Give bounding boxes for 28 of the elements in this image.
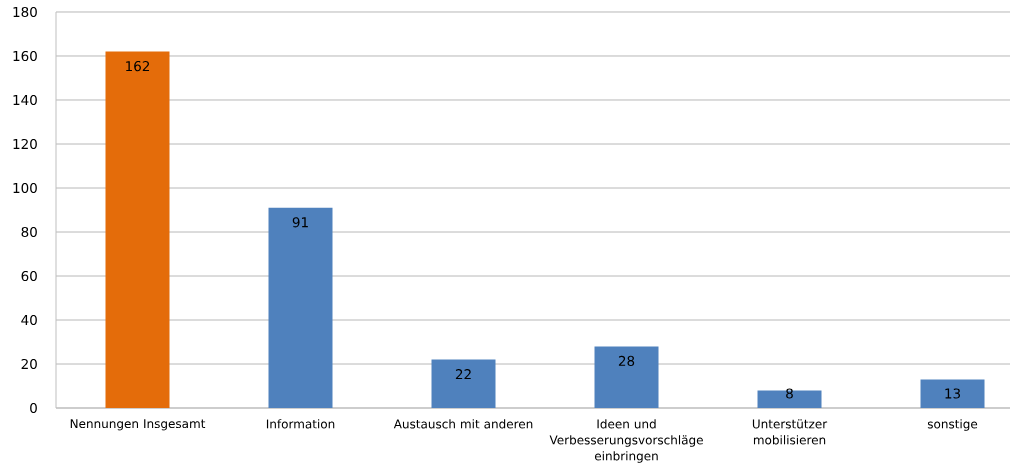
y-tick-label: 140 <box>13 94 37 106</box>
x-tick-label: Information <box>266 419 335 429</box>
data-label: 22 <box>455 369 471 380</box>
data-label: 28 <box>618 355 635 366</box>
x-tick-label: Ideen und Verbesserungsvorschläge einbringen <box>549 419 703 463</box>
y-tick-label: 80 <box>21 226 37 238</box>
y-tick-label: 40 <box>21 314 37 326</box>
y-tick-label: 120 <box>13 138 37 150</box>
data-label: 162 <box>126 61 150 72</box>
y-tick-label: 60 <box>21 270 37 282</box>
data-label: 91 <box>292 217 308 228</box>
y-tick-label: 20 <box>21 358 37 370</box>
x-tick-label: Unterstützer mobilisieren <box>752 419 828 445</box>
y-tick-label: 0 <box>30 402 37 414</box>
bar <box>757 390 822 408</box>
data-label: 8 <box>786 388 793 399</box>
x-tick-label: sonstige <box>927 419 978 431</box>
bar <box>105 51 170 408</box>
y-tick-label: 180 <box>13 6 37 18</box>
bar <box>920 379 985 408</box>
x-tick-label: Austausch mit anderen <box>393 419 533 429</box>
bar <box>594 346 659 408</box>
x-tick-label: Nennungen Insgesamt <box>70 419 206 431</box>
y-tick-label: 100 <box>13 182 37 194</box>
data-label: 13 <box>945 388 961 399</box>
bar <box>431 359 496 408</box>
bar <box>268 207 333 408</box>
y-tick-label: 160 <box>13 50 37 62</box>
